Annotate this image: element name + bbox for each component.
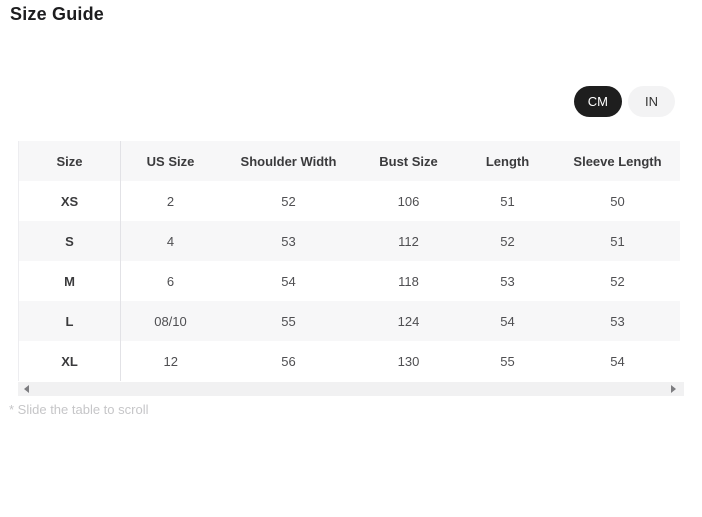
table-header-row: Size US Size Shoulder Width Bust Size Le… <box>18 141 680 181</box>
column-header-length: Length <box>460 141 555 181</box>
size-label: XL <box>18 341 121 381</box>
column-header-size: Size <box>18 141 121 181</box>
cell-value: 51 <box>500 193 515 209</box>
horizontal-scrollbar[interactable] <box>18 382 684 396</box>
cell-value: 12 <box>163 353 178 369</box>
column-header-bust-size: Bust Size <box>356 141 461 181</box>
cell-value: 54 <box>610 353 625 369</box>
cell-value: 106 <box>397 193 420 209</box>
cell-value: 130 <box>397 353 420 369</box>
table-row-s: S 4 53 112 52 51 <box>18 221 680 261</box>
size-label: M <box>18 261 121 301</box>
cell-value: 52 <box>460 221 555 261</box>
cell-value: 6 <box>166 273 175 289</box>
cell-value: 52 <box>281 193 296 209</box>
table-row-xs: XS 2 52 106 51 50 <box>18 181 681 221</box>
table-row-l: L 08/10 55 124 54 53 <box>18 301 680 341</box>
cell-value: 118 <box>398 273 419 289</box>
cell-value: 53 <box>220 221 357 261</box>
page-title: Size Guide <box>10 4 105 24</box>
table-row-xl: XL 12 56 130 55 54 <box>18 341 681 381</box>
column-header-us-size: US Size <box>120 141 221 181</box>
size-label: XS <box>18 181 121 221</box>
cell-value: 4 <box>120 221 221 261</box>
cell-value: 50 <box>610 193 625 209</box>
column-header-shoulder-width: Shoulder Width <box>220 141 357 181</box>
size-label: S <box>18 221 121 261</box>
cell-value: 51 <box>554 221 680 261</box>
unit-in-button[interactable]: IN <box>628 86 675 117</box>
cell-value: 112 <box>356 221 461 261</box>
cell-value: 54 <box>281 273 296 289</box>
size-label: L <box>18 301 121 341</box>
unit-toggle: CM IN <box>573 86 675 117</box>
column-header-sleeve-length: Sleeve Length <box>554 141 680 181</box>
scroll-left-arrow-icon[interactable] <box>24 385 29 393</box>
cell-value: 08/10 <box>120 301 221 341</box>
size-table: Size US Size Shoulder Width Bust Size Le… <box>18 141 680 381</box>
table-row-m: M 6 54 118 53 52 <box>18 261 681 301</box>
cell-value: 124 <box>356 301 461 341</box>
scroll-hint-note: * Slide the table to scroll <box>9 402 149 417</box>
cell-value: 2 <box>166 193 175 209</box>
scroll-right-arrow-icon[interactable] <box>671 385 676 393</box>
cell-value: 52 <box>610 273 625 289</box>
unit-cm-button[interactable]: CM <box>573 86 622 117</box>
cell-value: 56 <box>281 353 296 369</box>
cell-value: 55 <box>220 301 357 341</box>
cell-value: 53 <box>554 301 680 341</box>
size-table-scroll-container[interactable]: Size US Size Shoulder Width Bust Size Le… <box>18 141 680 381</box>
cell-value: 53 <box>500 273 515 289</box>
cell-value: 55 <box>500 353 515 369</box>
cell-value: 54 <box>460 301 555 341</box>
